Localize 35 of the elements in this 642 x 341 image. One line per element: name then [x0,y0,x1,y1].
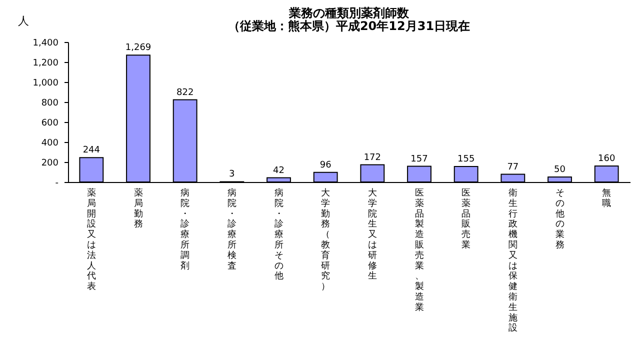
data-label: 172 [364,152,382,163]
y-tick-label: 1,000 [32,78,59,88]
y-tick-label: 400 [41,138,59,148]
y-tick-label: 200 [41,158,59,168]
x-tick-label: 薬局勤務 [134,188,143,230]
data-label: 160 [598,154,616,164]
data-label: 157 [410,154,428,164]
y-tick-label: 1,200 [32,58,59,68]
category-label: 大学勤務（教育研究） [321,188,330,292]
category-label: 病院・診療所その他 [274,188,284,282]
y-axis-title: 人 [18,14,29,28]
y-tick-label: - [55,178,58,188]
y-tick-label: 1,400 [32,38,59,48]
y-tick-label: 600 [41,118,59,128]
x-tick-label: 病院・診療所検査 [227,188,236,272]
data-label: 1,269 [125,43,152,54]
data-label: 77 [507,162,519,172]
x-tick-label: 病院・診療所調剤 [180,188,190,272]
data-label: 96 [320,160,332,170]
data-label: 244 [82,146,100,156]
category-label: 衛生行政機関又は保健衛生施設 [508,188,518,334]
data-label: 50 [554,165,566,175]
data-label: 3 [229,170,235,180]
data-label: 822 [176,88,194,98]
y-tick-label: 800 [41,98,59,108]
category-label: 医薬品製造販売業、製造業 [414,188,424,313]
chart-title: 業務の種類別薬剤師数 [288,6,410,20]
x-tick-label: 無職 [602,188,612,209]
category-label: 薬局開設又は法人代表 [86,188,96,292]
x-tick-label: その他の業務 [555,188,564,250]
x-tick-label: 医薬品販売業 [462,188,471,250]
data-label: 42 [273,166,284,176]
category-label: 大学院生又は研修生 [368,188,377,282]
chart-subtitle: （従業地：熊本県）平成20年12月31日現在 [228,19,470,33]
data-label: 155 [457,154,475,164]
